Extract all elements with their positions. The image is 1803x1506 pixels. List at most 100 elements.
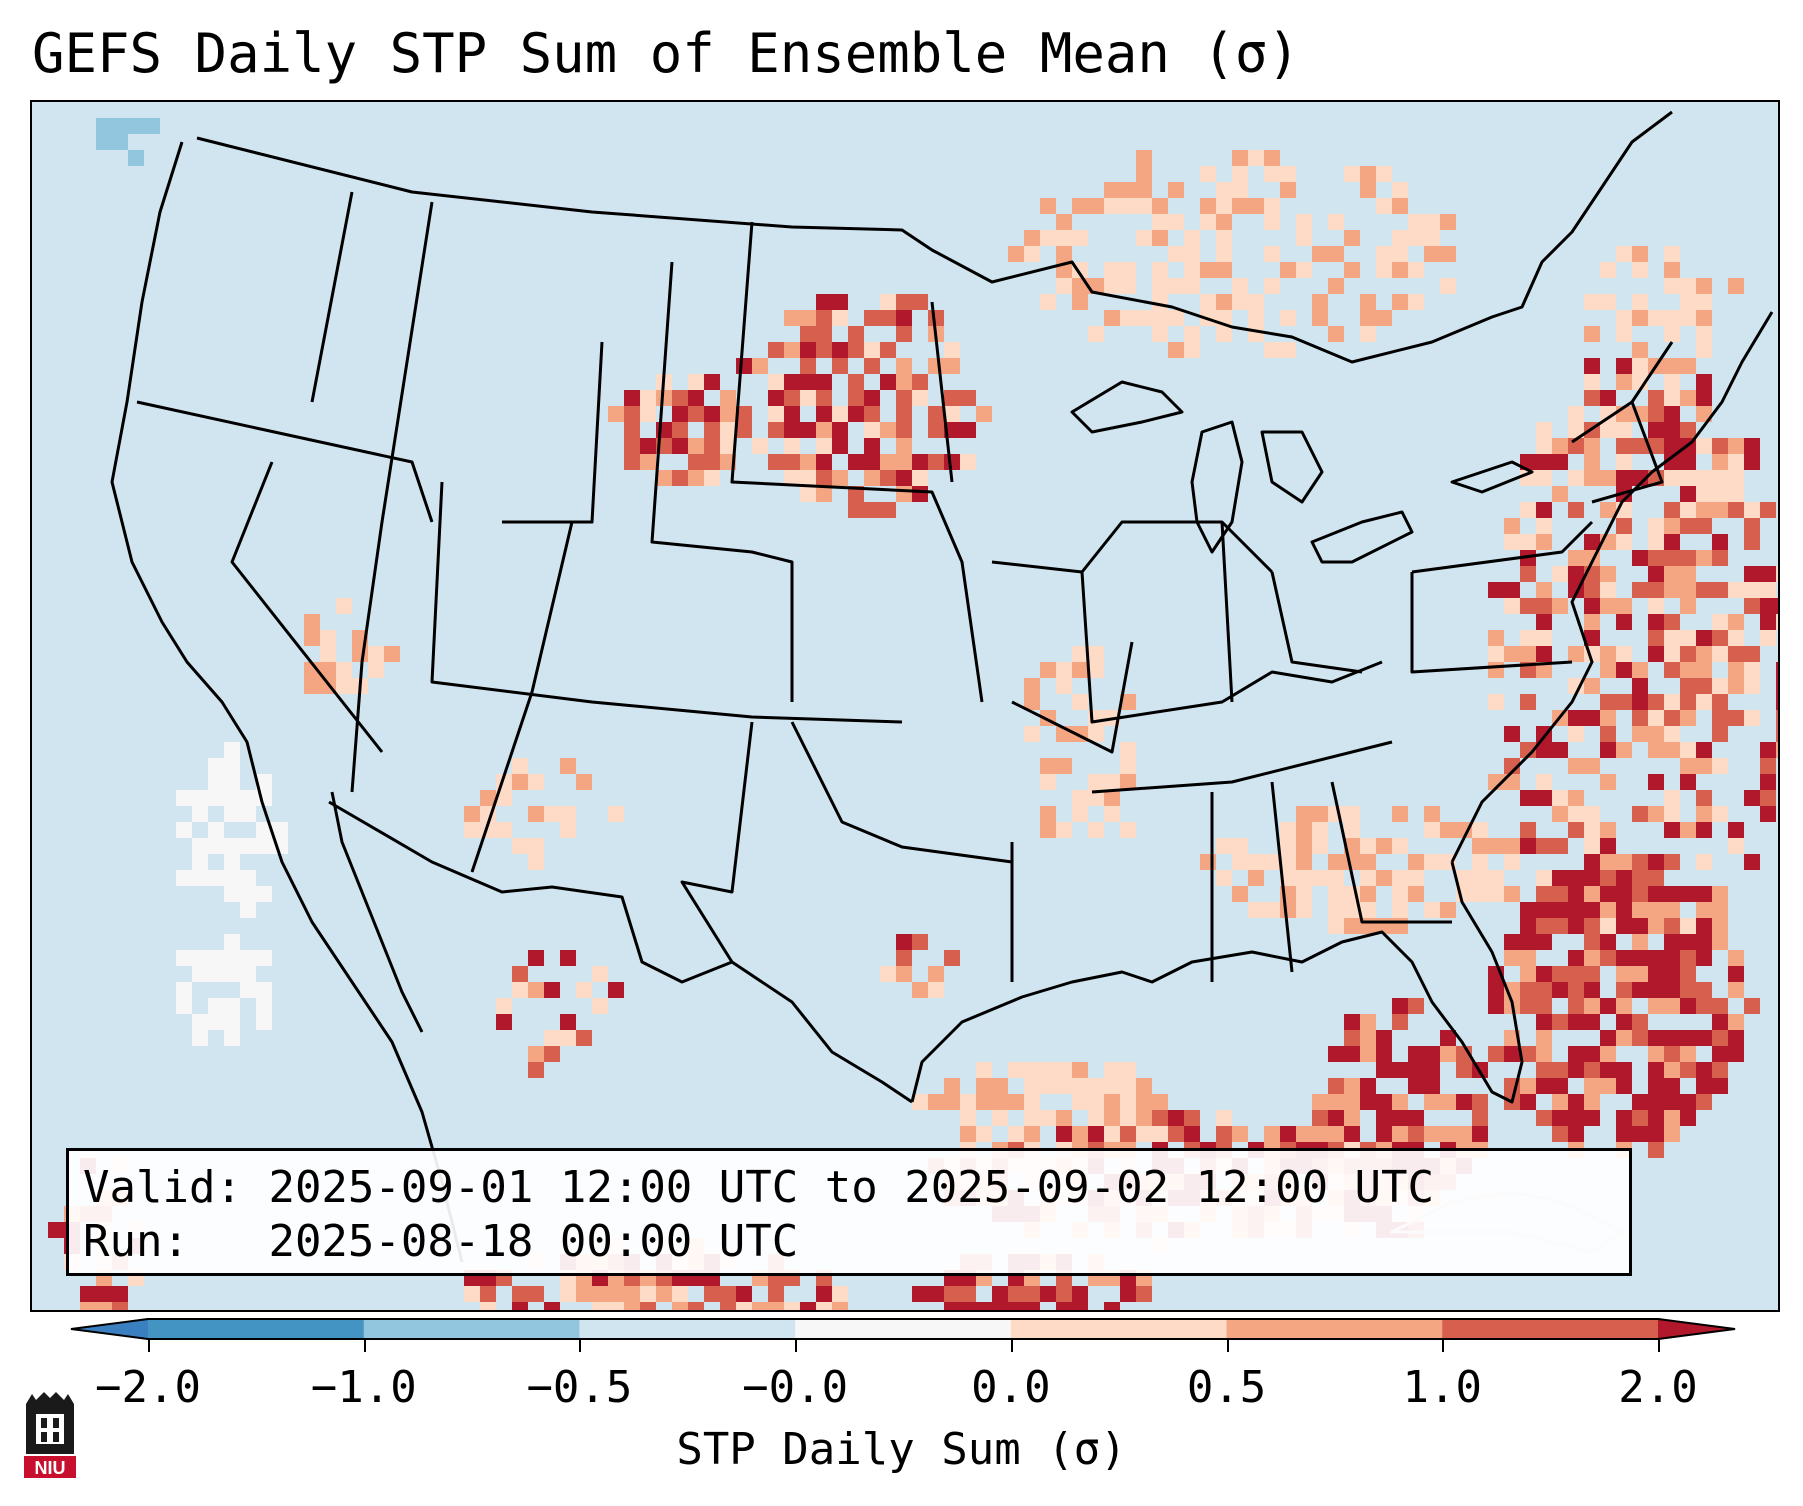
anomaly-cell: [1616, 982, 1632, 998]
anomaly-cell: [1168, 1126, 1184, 1142]
anomaly-cell: [1488, 870, 1504, 886]
anomaly-cell: [576, 1030, 592, 1046]
anomaly-cell: [1696, 790, 1712, 806]
anomaly-cell: [1536, 582, 1552, 598]
anomaly-cell: [1648, 710, 1664, 726]
anomaly-cell: [1664, 822, 1680, 838]
anomaly-cell: [752, 438, 768, 454]
anomaly-cell: [1216, 1126, 1232, 1142]
anomaly-cell: [832, 1286, 848, 1302]
anomaly-cell: [1568, 470, 1584, 486]
anomaly-cell: [896, 294, 912, 310]
anomaly-cell: [544, 1046, 560, 1062]
anomaly-cell: [912, 390, 928, 406]
anomaly-cell: [1360, 1030, 1376, 1046]
anomaly-cell: [1392, 918, 1408, 934]
anomaly-cell: [1088, 822, 1104, 838]
anomaly-cell: [1392, 1110, 1408, 1126]
anomaly-cell: [1648, 950, 1664, 966]
anomaly-cell: [1408, 294, 1424, 310]
anomaly-cell: [1520, 566, 1536, 582]
anomaly-cell: [304, 630, 320, 646]
anomaly-cell: [1712, 614, 1728, 630]
anomaly-cell: [1616, 598, 1632, 614]
anomaly-cell: [1328, 902, 1344, 918]
anomaly-cell: [1584, 614, 1600, 630]
anomaly-cell: [496, 822, 512, 838]
anomaly-cell: [800, 454, 816, 470]
anomaly-cell: [1392, 870, 1408, 886]
anomaly-cell: [1328, 870, 1344, 886]
anomaly-cell: [1728, 662, 1744, 678]
anomaly-cell: [1088, 774, 1104, 790]
anomaly-cell: [784, 374, 800, 390]
anomaly-cell: [912, 982, 928, 998]
anomaly-cell: [1616, 310, 1632, 326]
anomaly-cell: [1728, 982, 1744, 998]
anomaly-cell: [560, 1014, 576, 1030]
anomaly-cell: [1520, 502, 1536, 518]
anomaly-cell: [1664, 966, 1680, 982]
anomaly-cell: [944, 1302, 960, 1310]
anomaly-cell: [1728, 838, 1744, 854]
anomaly-cell: [1536, 998, 1552, 1014]
anomaly-cell: [224, 790, 240, 806]
anomaly-cell: [944, 950, 960, 966]
anomaly-cell: [960, 1110, 976, 1126]
anomaly-cell: [1568, 998, 1584, 1014]
anomaly-cell: [1344, 918, 1360, 934]
anomaly-cell: [1696, 294, 1712, 310]
anomaly-cell: [1008, 1094, 1024, 1110]
anomaly-cell: [1488, 982, 1504, 998]
anomaly-cell: [1680, 1030, 1696, 1046]
anomaly-cell: [1264, 166, 1280, 182]
anomaly-cell: [1264, 198, 1280, 214]
anomaly-cell: [1488, 838, 1504, 854]
anomaly-cell: [256, 1014, 272, 1030]
anomaly-cell: [1632, 726, 1648, 742]
anomaly-cell: [1168, 342, 1184, 358]
anomaly-cell: [1184, 342, 1200, 358]
anomaly-cell: [1552, 918, 1568, 934]
anomaly-cell: [1424, 1046, 1440, 1062]
anomaly-cell: [1424, 246, 1440, 262]
anomaly-cell: [1264, 1126, 1280, 1142]
anomaly-cell: [1680, 630, 1696, 646]
anomaly-cell: [1120, 278, 1136, 294]
anomaly-cell: [1360, 838, 1376, 854]
colorbar-extend-high: [1658, 1318, 1736, 1340]
anomaly-cell: [512, 758, 528, 774]
anomaly-cell: [1712, 438, 1728, 454]
anomaly-cell: [1648, 310, 1664, 326]
anomaly-cell: [1488, 646, 1504, 662]
anomaly-cell: [1408, 998, 1424, 1014]
anomaly-cell: [1616, 662, 1632, 678]
anomaly-cell: [1776, 678, 1778, 694]
anomaly-cell: [1584, 838, 1600, 854]
anomaly-cell: [1680, 1062, 1696, 1078]
anomaly-cell: [112, 1302, 128, 1310]
anomaly-cell: [1520, 838, 1536, 854]
anomaly-cell: [1584, 374, 1600, 390]
anomaly-cell: [1120, 1094, 1136, 1110]
anomaly-cell: [528, 950, 544, 966]
anomaly-cell: [704, 374, 720, 390]
anomaly-cell: [1632, 886, 1648, 902]
anomaly-cell: [1712, 998, 1728, 1014]
anomaly-cell: [1504, 950, 1520, 966]
anomaly-cell: [1584, 886, 1600, 902]
anomaly-cell: [1616, 534, 1632, 550]
anomaly-cell: [1104, 1062, 1120, 1078]
anomaly-cell: [1712, 886, 1728, 902]
anomaly-cell: [1408, 214, 1424, 230]
anomaly-cell: [688, 390, 704, 406]
anomaly-cell: [1056, 758, 1072, 774]
anomaly-cell: [704, 422, 720, 438]
anomaly-cell: [1648, 694, 1664, 710]
anomaly-cell: [832, 294, 848, 310]
anomaly-cell: [1680, 966, 1696, 982]
anomaly-cell: [1504, 582, 1520, 598]
anomaly-cell: [784, 342, 800, 358]
anomaly-cell: [1744, 566, 1760, 582]
anomaly-cell: [1648, 550, 1664, 566]
